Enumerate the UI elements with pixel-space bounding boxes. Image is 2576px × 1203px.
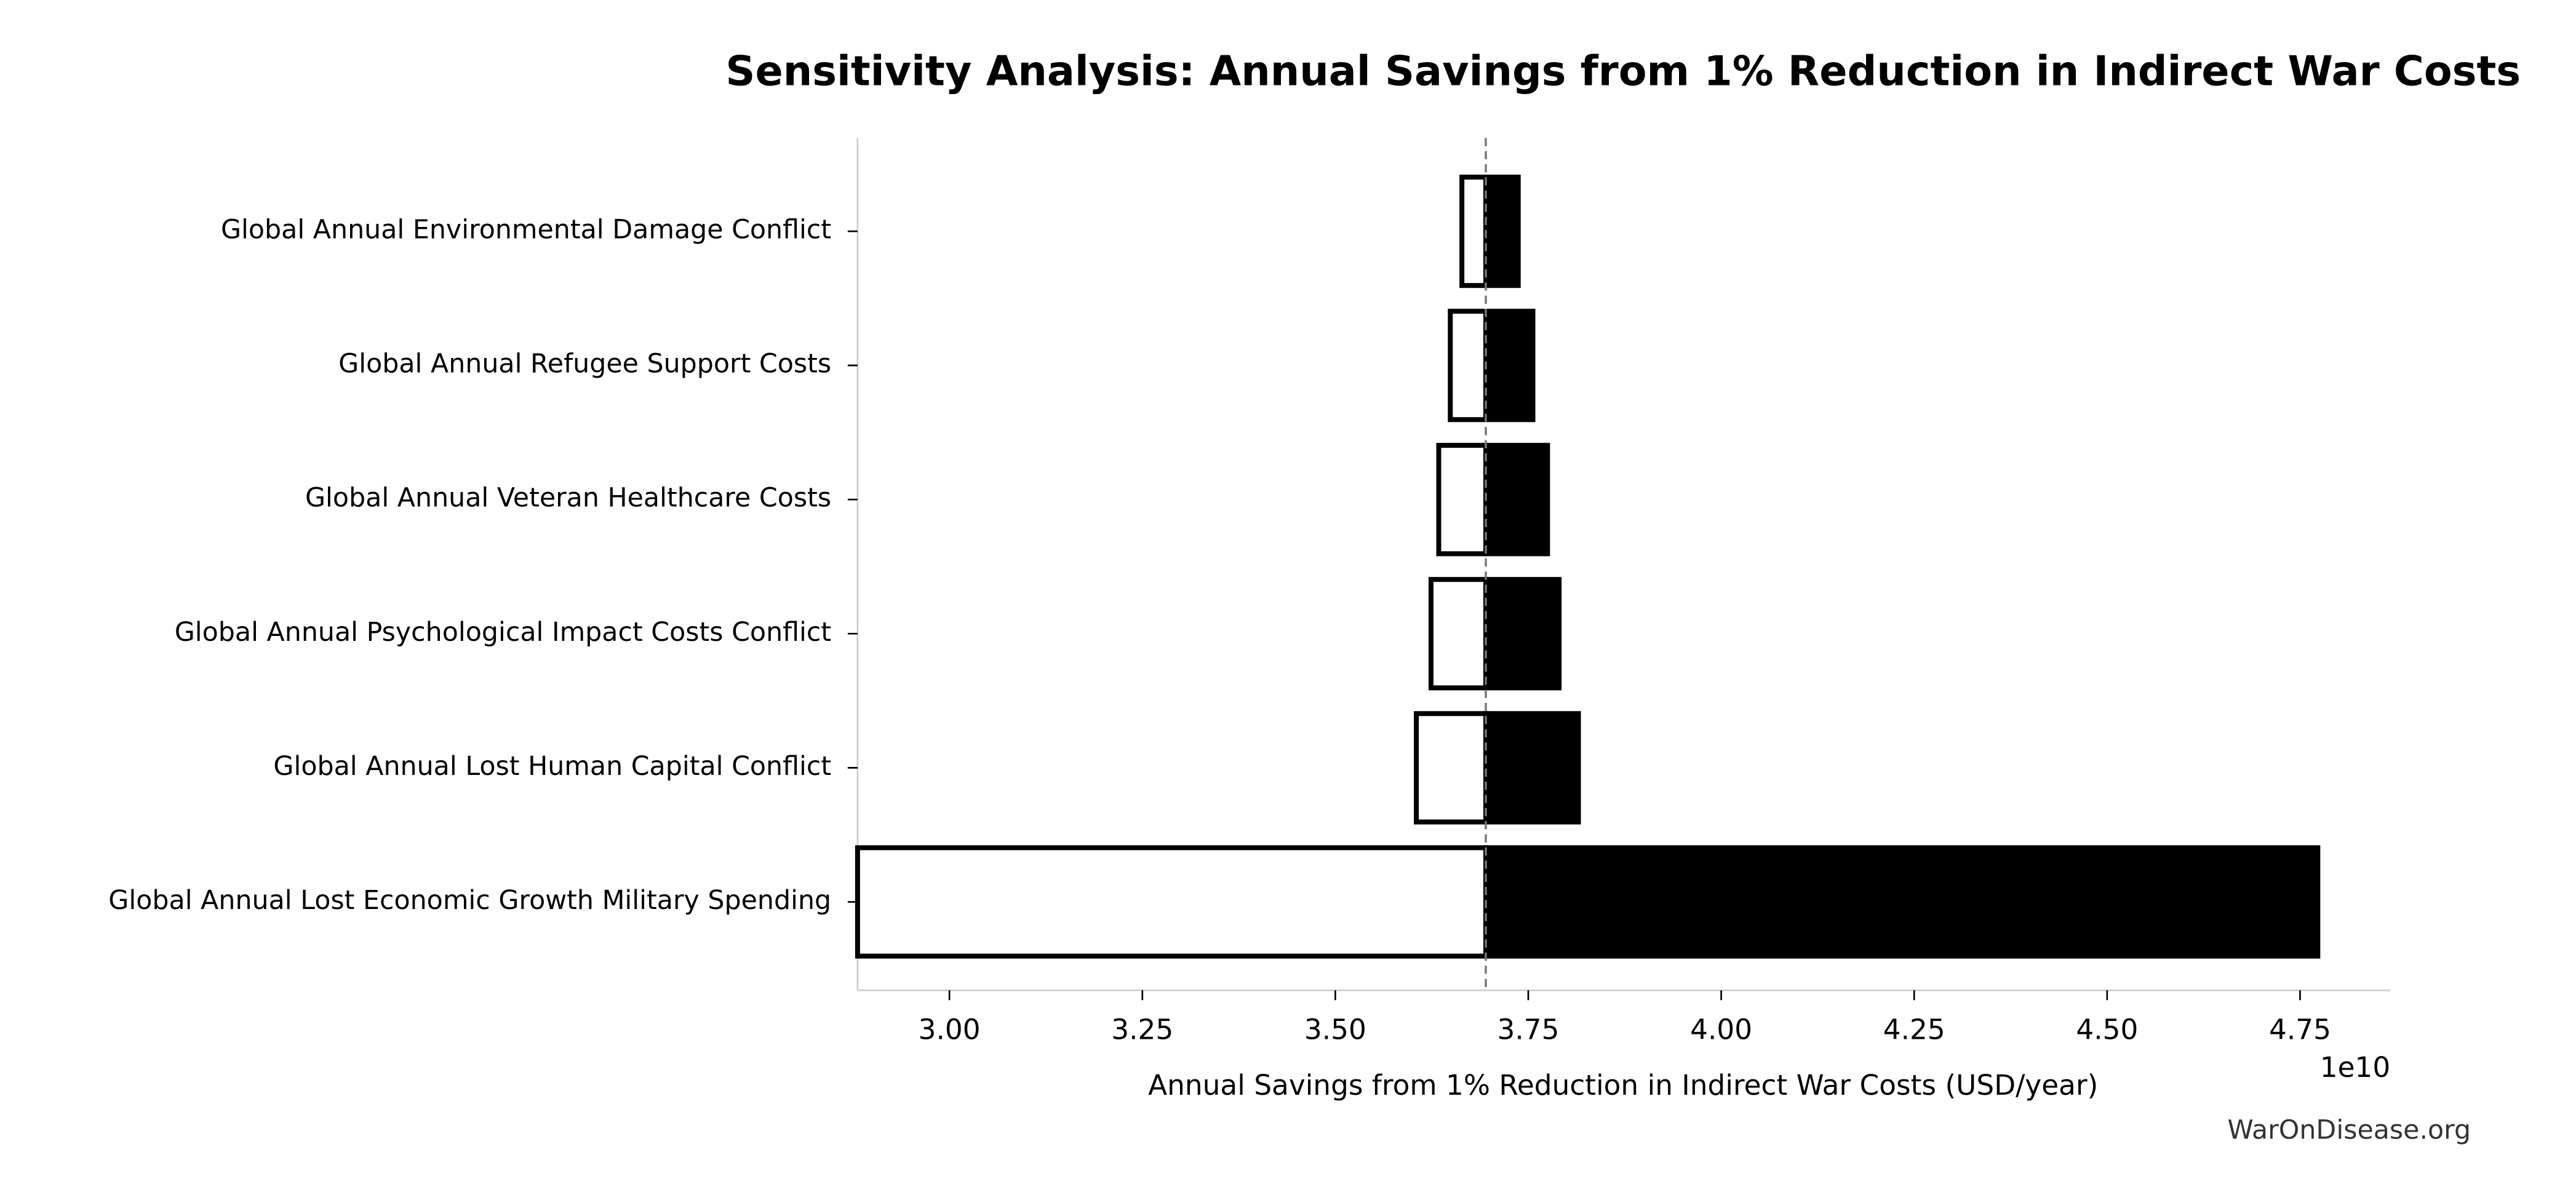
x-tick-label: 4.25 xyxy=(1883,1013,1945,1046)
low-bar xyxy=(1414,711,1489,825)
low-bar xyxy=(1459,174,1489,288)
x-tick-label: 3.00 xyxy=(919,1013,981,1046)
x-tick-label: 3.50 xyxy=(1304,1013,1366,1046)
y-tick-label: Global Annual Psychological Impact Costs… xyxy=(175,617,831,648)
footer: WarOnDisease.org xyxy=(2227,1114,2471,1145)
x-tick-label: 4.00 xyxy=(1690,1013,1752,1046)
y-tick-label: Global Annual Veteran Healthcare Costs xyxy=(305,483,831,514)
low-bar xyxy=(1448,309,1489,423)
high-bar xyxy=(1483,711,1581,825)
high-bar xyxy=(1483,443,1550,557)
high-bar xyxy=(1483,845,2321,959)
chart-title: Sensitivity Analysis: Annual Savings fro… xyxy=(725,47,2521,95)
high-bar xyxy=(1483,309,1536,423)
y-tick-label: Global Annual Lost Human Capital Conflic… xyxy=(273,751,831,782)
x-tick-label: 3.25 xyxy=(1111,1013,1173,1046)
high-bar xyxy=(1483,577,1562,691)
high-bar xyxy=(1483,174,1521,288)
x-offset-label: 1e10 xyxy=(2320,1051,2391,1084)
y-tick-label: Global Annual Environmental Damage Confl… xyxy=(221,215,831,245)
x-tick-label: 4.75 xyxy=(2269,1013,2331,1046)
x-axis-label: Annual Savings from 1% Reduction in Indi… xyxy=(1148,1069,2098,1102)
y-tick-label: Global Annual Lost Economic Growth Milit… xyxy=(108,885,831,916)
low-bar xyxy=(1436,443,1489,557)
y-tick-label: Global Annual Refugee Support Costs xyxy=(338,349,831,379)
x-tick-label: 3.75 xyxy=(1497,1013,1560,1046)
x-tick-label: 4.50 xyxy=(2076,1013,2138,1046)
low-bar xyxy=(855,845,1489,959)
low-bar xyxy=(1428,577,1489,691)
